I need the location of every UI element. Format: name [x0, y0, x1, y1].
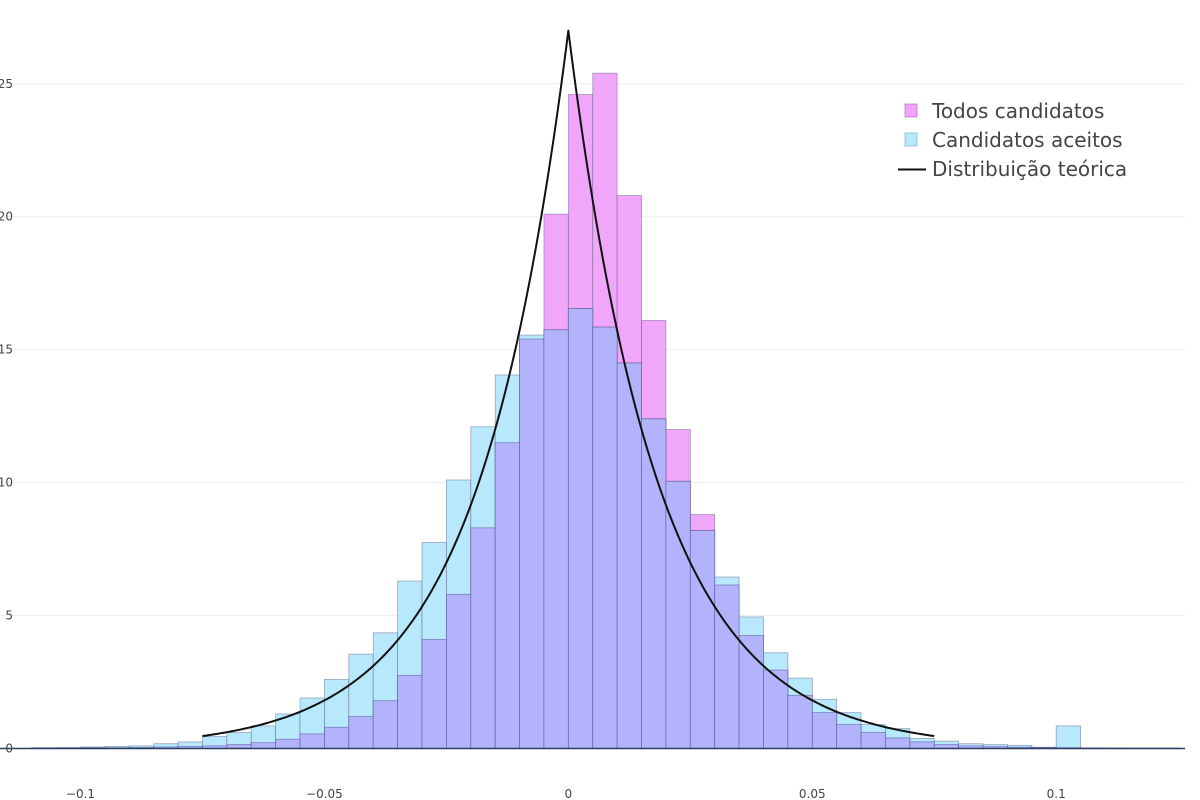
- bar-overlap: [665, 480, 691, 749]
- x-tick-label: 0.05: [799, 787, 826, 800]
- bar-overlap: [811, 712, 838, 749]
- x-tick-label: −0.1: [66, 787, 95, 800]
- x-tick-label: 0: [565, 787, 573, 800]
- bar-overlap: [567, 308, 594, 749]
- bar-overlap: [616, 362, 642, 749]
- bar-overlap: [519, 338, 545, 749]
- bar-overlap: [543, 329, 569, 749]
- bar-overlap: [250, 742, 277, 749]
- bar-overlap: [860, 732, 886, 749]
- theoretical-distribution-line: [202, 29, 935, 738]
- bar-overlap: [445, 593, 472, 749]
- bar-overlap: [324, 726, 350, 749]
- legend-swatch-candidatos-aceitos: [904, 132, 918, 147]
- bar-overlap: [592, 326, 618, 749]
- bar-overlap: [275, 738, 301, 749]
- y-tick-label: 10: [0, 476, 13, 490]
- legend-label-distribuicao-teorica: Distribuição teórica: [932, 157, 1127, 181]
- bar-overlap: [299, 733, 325, 749]
- legend[interactable]: Todos candidatos Candidatos aceitos Dist…: [898, 99, 1127, 181]
- bar-overlap: [397, 674, 423, 749]
- bar-overlap: [689, 530, 716, 749]
- bar-overlap: [714, 584, 740, 749]
- bar-overlap: [470, 527, 496, 749]
- legend-swatch-todos-candidatos: [904, 103, 918, 118]
- y-tick-label: 5: [5, 609, 13, 623]
- legend-label-candidatos-aceitos: Candidatos aceitos: [932, 128, 1123, 152]
- bar-overlap: [348, 716, 374, 749]
- x-tick-labels: −0.1 −0.05 0 0.05 0.1: [66, 787, 1066, 800]
- x-tick-label: 0.1: [1047, 787, 1066, 800]
- bar-overlap: [421, 639, 447, 749]
- bar-overlap: [738, 635, 764, 749]
- bar-candidatos-aceitos: [1055, 725, 1081, 749]
- y-tick-label: 25: [0, 77, 13, 91]
- theoretical-curve-layer: [202, 29, 935, 738]
- bar-overlap: [909, 741, 935, 749]
- y-tick-label: 15: [0, 343, 13, 357]
- legend-label-todos-candidatos: Todos candidatos: [931, 99, 1104, 123]
- bar-overlap: [372, 700, 399, 749]
- bar-overlap: [885, 737, 911, 749]
- bar-overlap: [787, 694, 813, 749]
- bar-overlap: [494, 442, 520, 749]
- x-tick-label: −0.05: [306, 787, 343, 800]
- bar-overlap: [836, 724, 862, 749]
- y-tick-label: 20: [0, 210, 13, 224]
- bars-overlap: [31, 308, 1179, 749]
